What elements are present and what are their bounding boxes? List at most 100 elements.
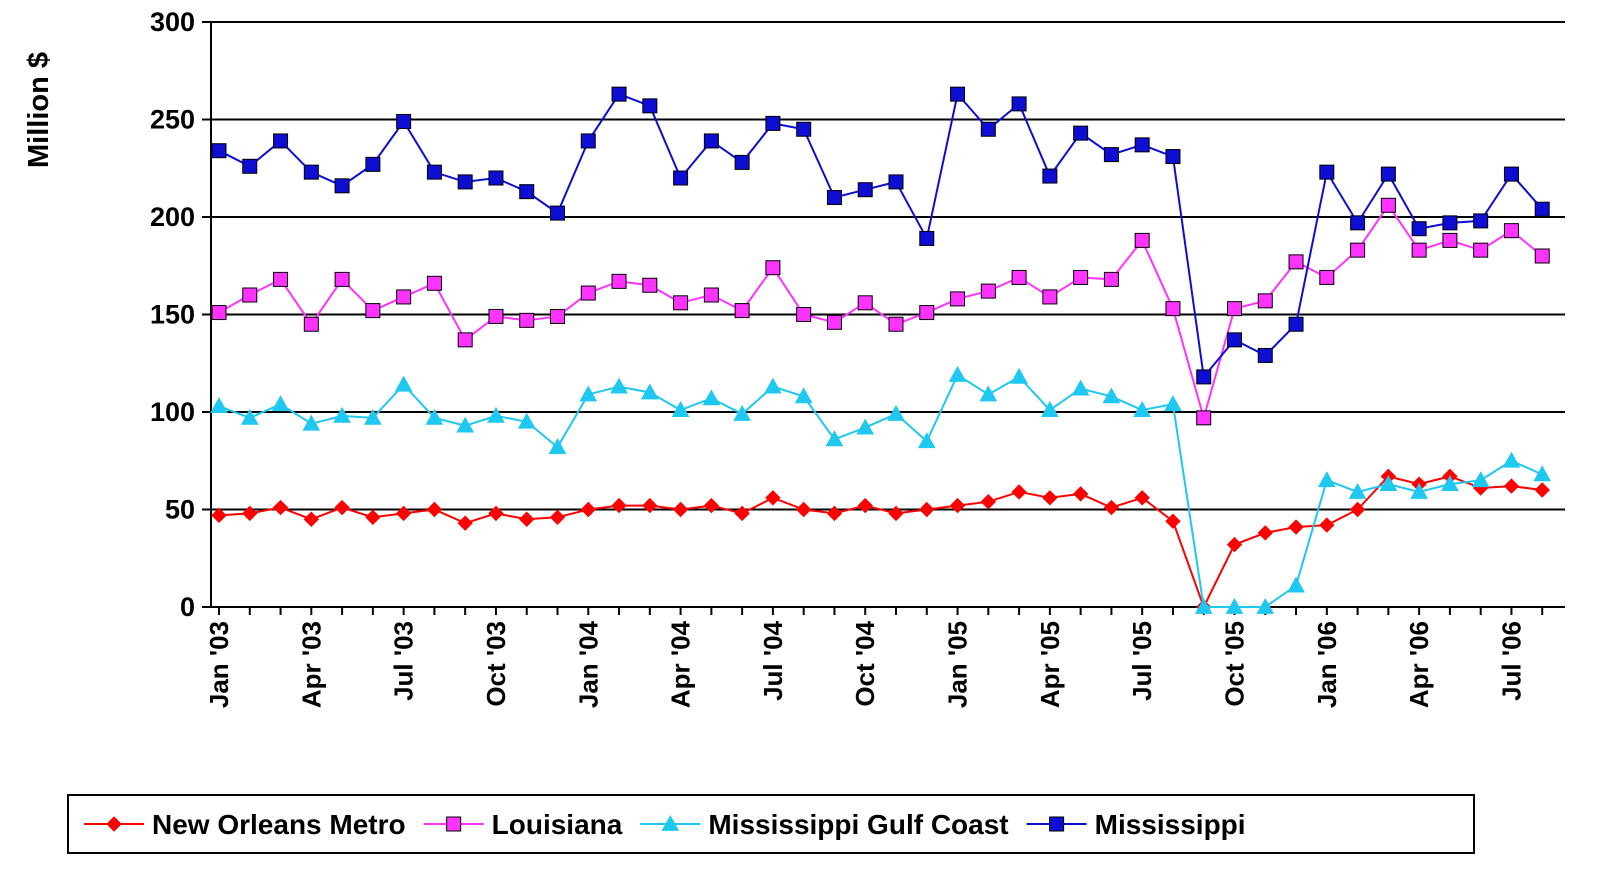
data-point [1257,525,1273,541]
data-point [1411,221,1427,237]
data-point [426,501,443,518]
data-point [1319,269,1335,285]
data-point [642,497,658,514]
data-point [1196,369,1212,385]
data-point [979,385,998,402]
data-point [1225,597,1244,614]
data-point [303,164,319,180]
data-point [734,154,750,170]
y-tick-label: 100 [150,397,195,427]
data-point [579,385,598,402]
data-point [1011,269,1027,285]
data-point [825,430,844,447]
data-point [826,505,843,522]
data-point [950,291,966,307]
data-point [364,408,382,425]
data-point [765,490,781,506]
data-point [1411,242,1427,258]
data-point [1288,316,1304,332]
data-point [333,406,351,423]
x-tick-label: Apr '04 [666,620,696,708]
y-tick-label: 50 [165,495,195,525]
x-tick-label: Apr '05 [1035,621,1065,708]
data-point [211,143,227,159]
series-louisiana [211,197,1550,426]
data-point [1042,289,1058,305]
data-point [642,98,658,114]
data-point [1350,215,1366,231]
y-tick-label: 200 [150,202,195,232]
series-new-orleans-metro [211,468,1550,615]
data-point [549,509,566,526]
data-point [610,377,628,394]
data-point [919,230,935,246]
legend-item: New Orleans Metro [84,809,406,840]
data-point [703,133,719,149]
gridlines [211,21,1565,608]
data-point [703,287,719,303]
x-tick-label: Oct '04 [850,620,880,706]
legend: New Orleans Metro Louisiana Mississippi Gu… [67,794,1475,854]
data-point [640,383,659,400]
y-axis-label: Million $ [23,52,55,168]
data-point [580,285,596,301]
data-point [702,389,721,406]
data-point [1042,490,1058,506]
x-tick-label: Jan '04 [573,620,603,708]
data-point [919,305,935,321]
data-point [919,501,935,518]
data-point [1410,482,1428,499]
y-tick-label: 0 [180,592,195,622]
data-point [980,283,996,299]
data-point [550,205,565,221]
data-point [673,170,689,186]
series-group [210,86,1552,615]
data-point [796,307,812,322]
x-tick-label: Jan '05 [943,621,973,708]
data-point [1103,271,1119,287]
data-point [580,501,596,518]
data-point [1319,517,1335,533]
data-point [272,499,289,516]
data-point [1380,166,1396,182]
data-point [1165,301,1181,317]
legend-label: Louisiana [492,809,623,840]
data-point [396,289,412,305]
data-point [1533,465,1552,482]
legend-item: Louisiana [423,809,623,840]
data-point [1226,536,1243,553]
data-point [1503,223,1519,239]
data-point [1103,499,1120,516]
data-point [488,505,504,522]
x-tick-label: Jul '04 [758,620,788,700]
data-point [517,412,536,429]
data-point [1073,269,1089,285]
data-point [365,509,381,526]
data-point [426,275,442,291]
data-point [1164,395,1182,412]
data-point [1103,147,1119,163]
x-tick-label: Jan '06 [1312,621,1342,708]
data-point [673,295,689,311]
y-tick-label: 150 [150,300,195,330]
data-point [733,404,751,421]
data-point [734,303,750,319]
data-point [425,408,444,425]
data-point [1348,482,1367,499]
data-point [1319,164,1335,180]
data-point [519,312,535,328]
y-tick-labels: 0 50 100 150 200 250 300 [150,7,195,622]
data-point [457,515,473,531]
data-point [1534,482,1550,498]
legend-marker [106,816,122,832]
legend-box [67,794,1475,854]
data-point [1011,484,1027,500]
data-point [888,174,904,190]
data-point [395,505,412,522]
data-point [1317,471,1336,488]
data-point [1379,475,1398,492]
data-point [856,418,875,435]
data-point [273,133,289,149]
data-point [1349,501,1366,518]
